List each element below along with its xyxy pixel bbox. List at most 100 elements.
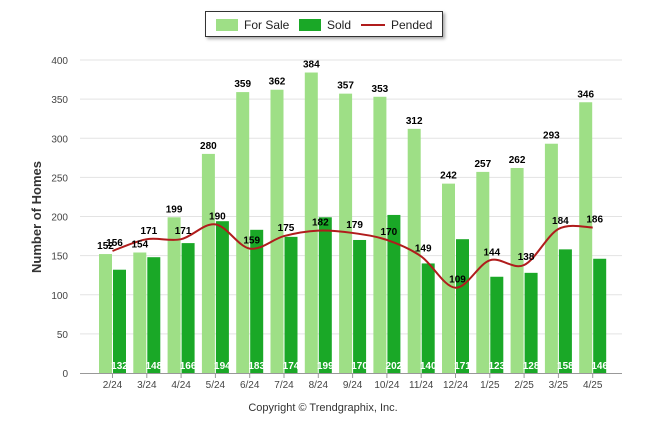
data-label-pended-3/25: 184 (552, 216, 569, 227)
data-label-sold-3/24: 148 (145, 361, 162, 372)
bar-sold-4/24 (181, 243, 195, 373)
data-label-pended-1/25: 144 (483, 247, 500, 258)
data-label-pended-3/24: 171 (140, 226, 157, 237)
data-label-pended-8/24: 182 (312, 218, 329, 229)
data-label-for-sale-10/24: 353 (372, 84, 389, 95)
legend-label-sold: Sold (327, 18, 352, 32)
data-label-for-sale-9/24: 357 (337, 81, 354, 92)
data-label-sold-2/25: 128 (523, 361, 540, 372)
x-tick-label-9/24: 9/24 (343, 380, 363, 391)
legend-item-sold[interactable]: Sold (299, 12, 351, 38)
data-label-for-sale-4/25: 346 (577, 89, 594, 100)
x-tick-label-5/24: 5/24 (206, 380, 226, 391)
data-label-pended-10/24: 170 (381, 227, 398, 238)
y-axis-title: Number of Homes (29, 161, 44, 273)
x-axis: 2/24 3/24 4/24 5/24 6/24 7/24 8/24 9/24 10/24 11/… (80, 373, 622, 391)
bar-sold-2/24 (113, 269, 126, 373)
y-tick-label-0: 0 (62, 369, 68, 380)
x-tick-label-4/24: 4/24 (171, 380, 191, 391)
data-label-sold-4/25: 146 (591, 361, 608, 372)
legend-swatch-pended (361, 24, 385, 26)
x-tick-label-3/25: 3/25 (549, 380, 569, 391)
y-tick-label-250: 250 (51, 173, 68, 184)
bar-sold-6/24 (250, 229, 264, 373)
data-label-for-sale-6/24: 359 (234, 79, 251, 90)
data-label-pended-2/25: 138 (518, 252, 535, 263)
x-tick-label-7/24: 7/24 (274, 380, 294, 391)
data-label-pended-9/24: 179 (346, 220, 363, 231)
data-label-for-sale-8/24: 384 (303, 60, 320, 71)
data-label-for-sale-5/24: 280 (200, 141, 217, 152)
y-tick-label-100: 100 (51, 291, 68, 302)
bar-for-sale-4/25 (579, 102, 593, 373)
bar-for-sale-3/24 (133, 252, 147, 373)
y-axis-ticks: 0 50 100 150 200 250 300 350 400 (51, 56, 68, 380)
data-label-sold-12/24: 171 (454, 361, 471, 372)
bar-sold-12/24 (456, 239, 469, 373)
data-label-for-sale-4/24: 199 (166, 204, 183, 215)
data-labels: 152 154 199 280 359 362 384 357 353 312 242 257 262 2… (97, 60, 608, 372)
data-label-sold-4/24: 166 (180, 361, 197, 372)
legend-item-pended[interactable]: Pended (361, 12, 432, 38)
bar-for-sale-10/24 (373, 96, 387, 373)
bar-for-sale-3/25 (544, 143, 558, 373)
legend: For Sale Sold Pended (205, 11, 443, 37)
bar-sold-7/24 (284, 236, 298, 373)
x-tick-label-2/25: 2/25 (514, 380, 534, 391)
bar-for-sale-8/24 (304, 72, 318, 374)
x-tick-label-2/24: 2/24 (103, 380, 123, 391)
legend-label-pended: Pended (391, 18, 433, 32)
bar-for-sale-1/25 (476, 171, 490, 373)
data-label-for-sale-3/24: 154 (131, 239, 148, 250)
x-tick-label-6/24: 6/24 (240, 380, 260, 391)
data-label-sold-10/24: 202 (386, 361, 403, 372)
data-label-for-sale-1/25: 257 (474, 159, 491, 170)
bar-sold-4/25 (593, 258, 607, 373)
x-tick-label-11/24: 11/24 (409, 380, 434, 391)
x-tick-label-3/24: 3/24 (137, 380, 157, 391)
data-label-for-sale-2/25: 262 (509, 155, 526, 166)
data-label-pended-4/25: 186 (586, 214, 603, 225)
data-label-sold-3/25: 158 (557, 361, 574, 372)
data-label-sold-7/24: 174 (283, 361, 300, 372)
data-label-pended-2/24: 156 (106, 238, 123, 249)
bar-for-sale-2/25 (510, 167, 524, 373)
legend-item-for-sale[interactable]: For Sale (216, 12, 289, 38)
x-tick-label-1/25: 1/25 (480, 380, 500, 391)
y-tick-label-200: 200 (51, 213, 68, 224)
y-tick-label-350: 350 (51, 95, 68, 106)
data-label-sold-1/25: 123 (488, 361, 505, 372)
bar-sold-3/25 (558, 249, 572, 373)
x-tick-label-12/24: 12/24 (443, 380, 468, 391)
y-tick-label-50: 50 (57, 330, 69, 341)
copyright-text: Copyright © Trendgraphix, Inc. (248, 402, 398, 414)
bar-sold-9/24 (353, 239, 367, 373)
bar-sold-1/25 (490, 276, 504, 373)
data-label-pended-11/24: 149 (415, 243, 432, 254)
bar-sold-5/24 (215, 221, 229, 373)
bar-sold-11/24 (421, 263, 435, 373)
bars (99, 72, 607, 374)
data-label-for-sale-12/24: 242 (440, 171, 457, 182)
legend-swatch-sold (299, 19, 321, 31)
bar-sold-10/24 (387, 214, 401, 373)
legend-swatch-for-sale (216, 19, 238, 31)
bar-for-sale-9/24 (339, 93, 353, 374)
data-label-pended-7/24: 175 (278, 223, 295, 234)
bar-for-sale-2/24 (99, 254, 112, 373)
x-tick-label-4/25: 4/25 (583, 380, 603, 391)
bar-sold-8/24 (318, 217, 332, 373)
data-label-for-sale-3/25: 293 (543, 131, 560, 142)
legend-label-for-sale: For Sale (244, 18, 290, 32)
x-tick-label-10/24: 10/24 (374, 380, 399, 391)
data-label-for-sale-2/24: 152 (97, 241, 114, 252)
data-label-sold-6/24: 183 (248, 361, 265, 372)
data-label-sold-2/24: 132 (111, 361, 128, 372)
y-tick-label-300: 300 (51, 134, 68, 145)
data-label-sold-9/24: 170 (351, 361, 368, 372)
data-label-sold-11/24: 140 (420, 361, 437, 372)
y-tick-label-150: 150 (51, 252, 68, 263)
bar-for-sale-12/24 (442, 183, 455, 373)
pended-line (112, 223, 593, 289)
